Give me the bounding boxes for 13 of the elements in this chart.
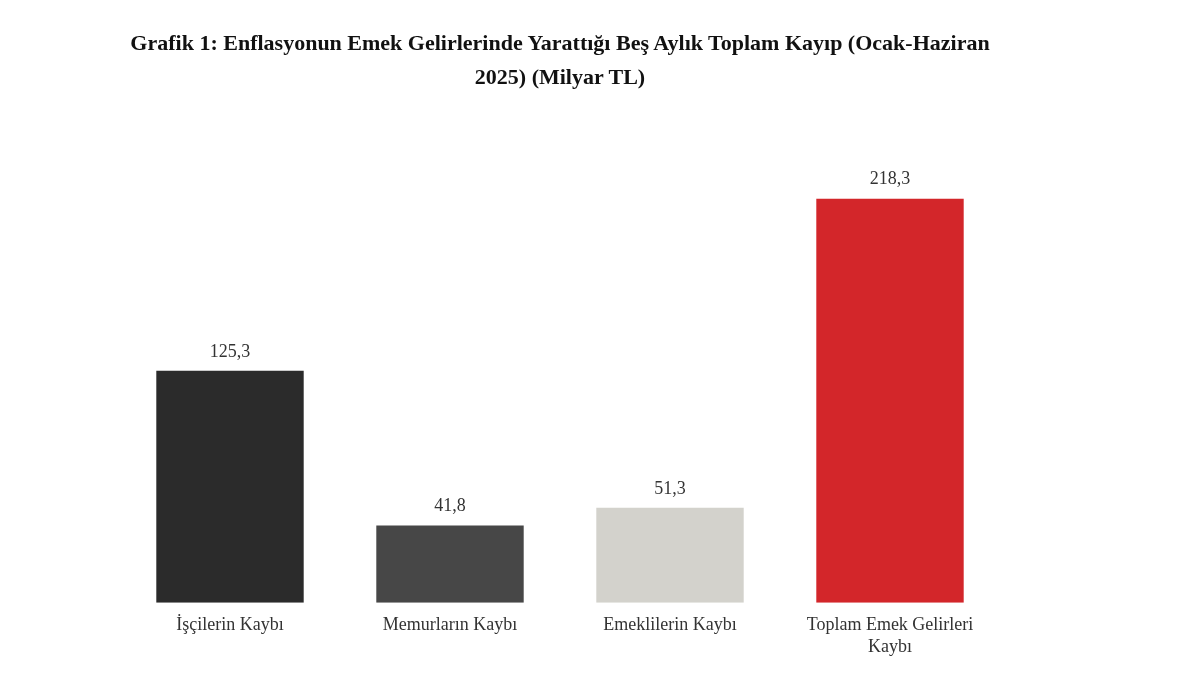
x-tick-label: Memurların Kaybı	[382, 614, 518, 635]
bar	[156, 370, 304, 603]
chart-title: Grafik 1: Enflasyonun Emek Gelirlerinde Yarattığı Beş Aylık Toplam Kayıp (Ocak-Haziran 2025) (Milyar TL)	[129, 29, 991, 91]
data-label: 218,3	[869, 168, 911, 189]
bar	[596, 507, 744, 603]
bar	[816, 198, 964, 603]
bar	[376, 525, 524, 603]
x-tick-label: Toplam Emek Gelirleri Kaybı	[806, 614, 974, 656]
data-label: 125,3	[209, 340, 251, 361]
x-tick-label: İşçilerin Kaybı	[176, 614, 284, 635]
data-label: 41,8	[434, 495, 466, 516]
x-tick-label: Emeklilerin Kaybı	[603, 614, 737, 635]
data-label: 51,3	[654, 477, 686, 498]
